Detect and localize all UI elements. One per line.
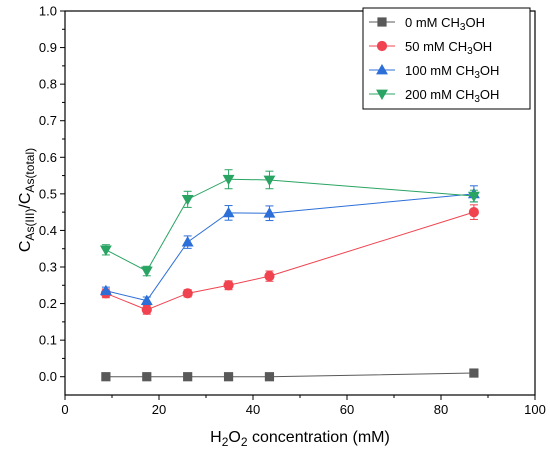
data-point-2-3	[222, 206, 235, 218]
data-point-3-3	[222, 174, 235, 186]
y-tick-label-9: 0.9	[39, 40, 57, 55]
legend-label-end: OH	[480, 63, 500, 78]
data-point-1-2	[182, 288, 193, 299]
legend-marker-1	[376, 40, 388, 52]
data-point-2-2	[181, 236, 194, 247]
data-point-2-0	[99, 284, 112, 296]
legend-label-sub: 3	[474, 94, 480, 105]
data-point-3-2	[181, 195, 194, 206]
series-2	[99, 185, 480, 305]
data-point-0-4	[264, 372, 275, 382]
data-point-2-4	[263, 207, 276, 218]
legend-label-sub: 3	[460, 22, 466, 33]
data-point-2-1	[140, 294, 153, 305]
legend-label-3: 200 mM CH3OH	[405, 87, 499, 105]
legend-label-end: OH	[473, 39, 493, 54]
y-tick-label-6: 0.6	[39, 150, 57, 165]
data-point-1-4	[264, 271, 275, 282]
data-point-0-5	[469, 368, 479, 378]
data-point-3-1	[140, 266, 153, 278]
legend-label-main: 100 mM CH	[405, 63, 474, 78]
data-point-1-1	[141, 304, 152, 315]
legend-label-main: 0 mM CH	[405, 15, 460, 30]
x-title-sub2: 2	[241, 435, 248, 449]
legend-label-1: 50 mM CH3OH	[405, 39, 492, 57]
series-1	[100, 204, 479, 315]
y-tick-label-7: 0.7	[39, 113, 57, 128]
x-title-sub1: 2	[222, 435, 229, 449]
series-line-3	[105, 178, 474, 272]
y-axis-title: CAs(III)/CAs(total)	[17, 148, 37, 252]
legend-label-end: OH	[465, 15, 485, 30]
y-tick-label-10: 1.0	[39, 4, 57, 19]
data-point-1-3	[223, 280, 234, 291]
legend-marker-2	[376, 63, 388, 75]
y-tick-label-5: 0.5	[39, 186, 57, 201]
x-title-o: O	[228, 429, 240, 446]
legend-label-sub: 3	[474, 70, 480, 81]
data-point-3-4	[263, 175, 276, 187]
series-line-2	[105, 193, 474, 302]
y-title-c: C	[17, 241, 34, 253]
legend-box	[362, 7, 531, 110]
data-point-3-0	[99, 245, 112, 256]
legend-label-2: 100 mM CH3OH	[405, 63, 499, 81]
y-tick-label-1: 0.1	[39, 333, 57, 348]
series-line-0	[105, 372, 474, 378]
y-tick-label-3: 0.3	[39, 260, 57, 275]
y-tick-label-4: 0.4	[39, 223, 57, 238]
x-tick-label-4: 80	[434, 402, 448, 417]
y-title-sub2: As(total)	[23, 148, 37, 193]
legend-label-sub: 3	[467, 46, 473, 57]
data-point-0-3	[223, 372, 234, 382]
series-line-1	[105, 211, 475, 311]
x-tick-label-2: 40	[246, 402, 260, 417]
legend-marker-3	[376, 89, 388, 101]
x-tick-label-1: 20	[152, 402, 166, 417]
data-point-0-1	[142, 372, 152, 382]
y-tick-label-2: 0.2	[39, 296, 57, 311]
x-tick-label-5: 100	[524, 402, 546, 417]
legend-label-main: 50 mM CH	[405, 39, 467, 54]
data-point-3-5	[467, 191, 480, 203]
y-tick-label-8: 0.8	[39, 77, 57, 92]
y-tick-label-0: 0.0	[39, 369, 57, 384]
x-axis-title: H2O2 concentration (mM)	[210, 429, 390, 449]
y-title-slash: /C	[17, 193, 34, 209]
plot-area: 0 20 40 60 80 100 0.0 0.1 0.2 0.3 0.4 0.5 0.6 0.7 0.8 0…	[39, 4, 546, 418]
legend-label-end: OH	[480, 87, 500, 102]
y-title-sub1: As(III)	[23, 209, 37, 241]
series-3	[99, 169, 480, 278]
legend-label-main: 200 mM CH	[405, 87, 474, 102]
data-point-0-0	[101, 372, 111, 382]
x-tick-label-0: 0	[61, 402, 68, 417]
x-tick-label-3: 60	[340, 402, 354, 417]
series-0	[101, 368, 479, 382]
data-point-0-2	[183, 372, 193, 382]
data-point-1-5	[468, 207, 479, 218]
legend-marker-0	[377, 17, 387, 27]
legend-label-0: 0 mM CH3OH	[405, 15, 485, 33]
x-title-rest: concentration (mM)	[248, 429, 390, 446]
x-title-h: H	[210, 429, 222, 446]
